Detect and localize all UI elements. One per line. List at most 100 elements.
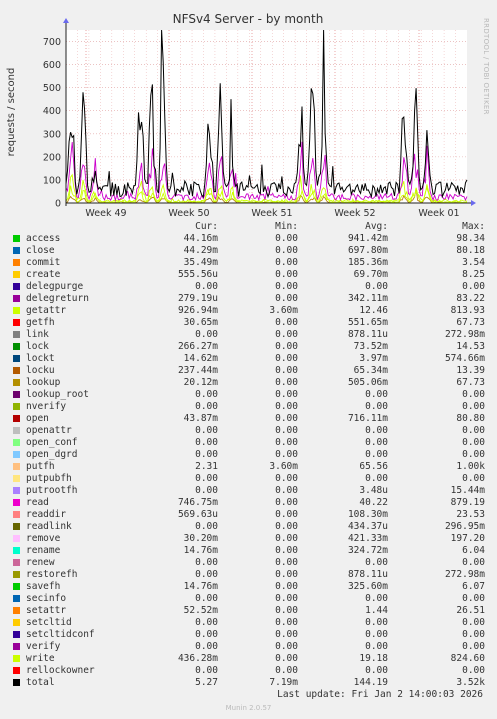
legend-swatch xyxy=(13,667,20,674)
legend-swatch xyxy=(13,547,20,554)
legend-swatch xyxy=(13,307,20,314)
legend-swatch xyxy=(13,367,20,374)
legend-name: open xyxy=(26,413,49,424)
legend-min: 0.00 xyxy=(275,281,298,292)
legend-swatch xyxy=(13,403,20,410)
legend-cur: 43.87m xyxy=(183,413,218,424)
munin-version: Munin 2.0.57 xyxy=(225,704,272,712)
y-tick-label: 0 xyxy=(55,199,61,210)
legend-avg: 0.00 xyxy=(365,629,388,640)
legend-min: 0.00 xyxy=(275,605,298,616)
legend-avg: 421.33m xyxy=(347,533,388,544)
header-max: Max: xyxy=(462,221,485,232)
legend-name: renew xyxy=(26,557,55,568)
legend-name: readdir xyxy=(26,509,67,520)
legend-avg: 0.00 xyxy=(365,617,388,628)
legend-max: 14.53 xyxy=(456,341,485,352)
legend-avg: 505.06m xyxy=(347,377,388,388)
legend-avg: 108.30m xyxy=(347,509,388,520)
legend-cur: 0.00 xyxy=(195,569,218,580)
legend-avg: 185.36m xyxy=(347,257,388,268)
y-axis-label: requests / second xyxy=(6,68,17,157)
legend-max: 3.54 xyxy=(462,257,485,268)
legend-min: 0.00 xyxy=(275,629,298,640)
legend-cur: 0.00 xyxy=(195,437,218,448)
legend-max: 0.00 xyxy=(462,629,485,640)
legend-name: savefh xyxy=(26,581,61,592)
legend-cur: 0.00 xyxy=(195,557,218,568)
legend-min: 0.00 xyxy=(275,641,298,652)
legend-swatch xyxy=(13,595,20,602)
legend-avg: 0.00 xyxy=(365,401,388,412)
legend-name: secinfo xyxy=(26,593,67,604)
legend-name: nverify xyxy=(26,401,67,412)
legend-name: link xyxy=(26,329,49,340)
legend-min: 0.00 xyxy=(275,353,298,364)
legend-name: delegreturn xyxy=(26,293,89,304)
legend-avg: 0.00 xyxy=(365,449,388,460)
legend-max: 0.00 xyxy=(462,593,485,604)
legend-min: 0.00 xyxy=(275,233,298,244)
legend-name: getattr xyxy=(26,305,67,316)
legend-max: 0.00 xyxy=(462,641,485,652)
legend-min: 0.00 xyxy=(275,521,298,532)
legend-min: 0.00 xyxy=(275,653,298,664)
legend-avg: 19.18 xyxy=(359,653,388,664)
legend-min: 0.00 xyxy=(275,473,298,484)
legend-cur: 569.63u xyxy=(177,509,218,520)
legend-max: 6.04 xyxy=(462,545,485,556)
legend-name: putfh xyxy=(26,461,55,472)
legend-cur: 0.00 xyxy=(195,665,218,676)
y-tick-label: 100 xyxy=(43,175,61,186)
legend-max: 98.34 xyxy=(456,233,485,244)
legend-min: 0.00 xyxy=(275,365,298,376)
legend-avg: 325.60m xyxy=(347,581,388,592)
legend-cur: 0.00 xyxy=(195,425,218,436)
legend-min: 0.00 xyxy=(275,245,298,256)
legend-cur: 20.12m xyxy=(183,377,218,388)
legend-name: write xyxy=(26,653,55,664)
x-axis-arrow xyxy=(471,200,476,206)
y-tick-label: 500 xyxy=(43,83,61,94)
legend-avg: 878.11u xyxy=(347,569,388,580)
legend-min: 0.00 xyxy=(275,557,298,568)
legend-max: 80.18 xyxy=(456,245,485,256)
legend-name: putrootfh xyxy=(26,485,78,496)
legend-name: verify xyxy=(26,641,61,652)
legend-max: 13.39 xyxy=(456,365,485,376)
legend-max: 824.60 xyxy=(450,653,485,664)
x-tick-label: Week 50 xyxy=(168,208,209,219)
legend-max: 272.98m xyxy=(444,569,485,580)
legend-max: 0.00 xyxy=(462,401,485,412)
legend-swatch xyxy=(13,247,20,254)
legend-cur: 436.28m xyxy=(177,653,218,664)
legend-name: readlink xyxy=(26,521,72,532)
legend-max: 1.00k xyxy=(456,461,485,472)
legend-name: access xyxy=(26,233,61,244)
legend-avg: 551.65m xyxy=(347,317,388,328)
legend-min: 0.00 xyxy=(275,269,298,280)
x-tick-label: Week 01 xyxy=(418,208,459,219)
x-tick-label: Week 49 xyxy=(85,208,126,219)
legend-min: 0.00 xyxy=(275,533,298,544)
legend-min: 0.00 xyxy=(275,257,298,268)
legend-max: 67.73 xyxy=(456,317,485,328)
legend-cur: 0.00 xyxy=(195,593,218,604)
legend-min: 3.60m xyxy=(269,461,298,472)
legend-cur: 0.00 xyxy=(195,449,218,460)
rrdtool-credit: RRDTOOL / TOBI OETIKER xyxy=(482,18,490,115)
legend-cur: 0.00 xyxy=(195,485,218,496)
legend-max: 0.00 xyxy=(462,665,485,676)
y-tick-label: 700 xyxy=(43,37,61,48)
legend-avg: 342.11m xyxy=(347,293,388,304)
y-tick-label: 200 xyxy=(43,152,61,163)
legend-swatch xyxy=(13,643,20,650)
legend-min: 0.00 xyxy=(275,437,298,448)
legend-cur: 0.00 xyxy=(195,389,218,400)
legend-avg: 73.52m xyxy=(353,341,388,352)
legend-cur: 237.44m xyxy=(177,365,218,376)
legend-max: 80.80 xyxy=(456,413,485,424)
legend-avg: 65.34m xyxy=(353,365,388,376)
legend-swatch xyxy=(13,451,20,458)
legend-name: setattr xyxy=(26,605,67,616)
